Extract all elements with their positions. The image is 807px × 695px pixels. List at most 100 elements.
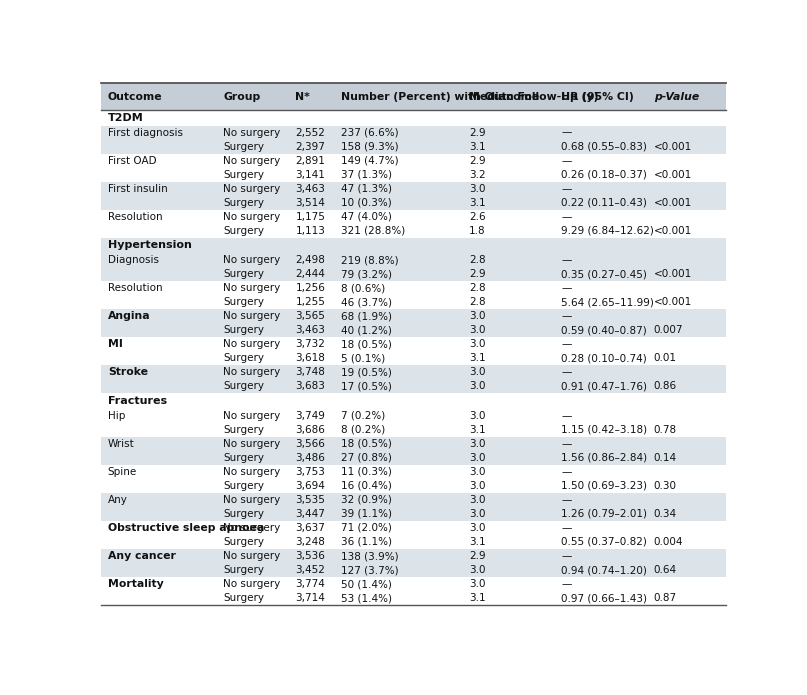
Text: Surgery: Surgery <box>224 537 265 547</box>
Text: 0.55 (0.37–0.82): 0.55 (0.37–0.82) <box>561 537 647 547</box>
Text: 7 (0.2%): 7 (0.2%) <box>341 411 385 420</box>
Text: No surgery: No surgery <box>224 156 281 165</box>
Text: 18 (0.5%): 18 (0.5%) <box>341 439 392 449</box>
Text: 3.1: 3.1 <box>469 142 486 152</box>
Text: 2.9: 2.9 <box>469 128 486 138</box>
Text: 1.50 (0.69–3.23): 1.50 (0.69–3.23) <box>561 481 647 491</box>
Text: No surgery: No surgery <box>224 183 281 194</box>
Text: —: — <box>561 255 571 265</box>
Bar <box>101 465 726 479</box>
Text: 3.0: 3.0 <box>469 311 486 321</box>
Text: 3.0: 3.0 <box>469 565 486 575</box>
Text: Wrist: Wrist <box>108 439 135 449</box>
Text: Surgery: Surgery <box>224 198 265 208</box>
Bar <box>101 549 726 563</box>
Text: 0.01: 0.01 <box>654 353 677 363</box>
Bar <box>101 379 726 393</box>
Text: 5.64 (2.65–11.99): 5.64 (2.65–11.99) <box>561 297 654 307</box>
Text: 5 (0.1%): 5 (0.1%) <box>341 353 385 363</box>
Text: 3,749: 3,749 <box>295 411 325 420</box>
Text: 3,637: 3,637 <box>295 523 325 533</box>
Text: 3,141: 3,141 <box>295 170 325 180</box>
Text: Fractures: Fractures <box>108 396 167 406</box>
Text: 0.26 (0.18–0.37): 0.26 (0.18–0.37) <box>561 170 647 180</box>
Bar <box>101 366 726 379</box>
Text: 3.0: 3.0 <box>469 411 486 420</box>
Text: 3.1: 3.1 <box>469 425 486 434</box>
Text: First insulin: First insulin <box>108 183 168 194</box>
Text: Mortality: Mortality <box>108 579 164 589</box>
Bar <box>101 423 726 436</box>
Text: 27 (0.8%): 27 (0.8%) <box>341 452 392 463</box>
Text: No surgery: No surgery <box>224 439 281 449</box>
Text: 1,113: 1,113 <box>295 226 325 236</box>
Text: 3,514: 3,514 <box>295 198 325 208</box>
Bar <box>101 577 726 591</box>
Text: No surgery: No surgery <box>224 311 281 321</box>
Text: 2.9: 2.9 <box>469 269 486 279</box>
Text: 0.007: 0.007 <box>654 325 684 335</box>
Bar <box>101 563 726 577</box>
Text: No surgery: No surgery <box>224 212 281 222</box>
Text: 3.0: 3.0 <box>469 368 486 377</box>
Text: No surgery: No surgery <box>224 579 281 589</box>
Text: Resolution: Resolution <box>108 212 162 222</box>
Text: Angina: Angina <box>108 311 150 321</box>
Text: 0.28 (0.10–0.74): 0.28 (0.10–0.74) <box>561 353 647 363</box>
Text: Surgery: Surgery <box>224 170 265 180</box>
Text: Surgery: Surgery <box>224 382 265 391</box>
Text: 3,565: 3,565 <box>295 311 325 321</box>
Text: <0.001: <0.001 <box>654 198 692 208</box>
Bar <box>101 521 726 535</box>
Text: 2.8: 2.8 <box>469 255 486 265</box>
Text: Number (Percent) with Outcome: Number (Percent) with Outcome <box>341 92 539 102</box>
Text: —: — <box>561 183 571 194</box>
Bar <box>101 238 726 253</box>
Text: 3,248: 3,248 <box>295 537 325 547</box>
Bar <box>101 181 726 196</box>
Text: 16 (0.4%): 16 (0.4%) <box>341 481 392 491</box>
Text: —: — <box>561 212 571 222</box>
Text: —: — <box>561 495 571 505</box>
Text: 321 (28.8%): 321 (28.8%) <box>341 226 405 236</box>
Bar <box>101 351 726 366</box>
Text: 47 (4.0%): 47 (4.0%) <box>341 212 392 222</box>
Text: —: — <box>561 311 571 321</box>
Text: 1,175: 1,175 <box>295 212 325 222</box>
Text: 37 (1.3%): 37 (1.3%) <box>341 170 392 180</box>
Text: 149 (4.7%): 149 (4.7%) <box>341 156 399 165</box>
Text: 19 (0.5%): 19 (0.5%) <box>341 368 392 377</box>
Text: 3.2: 3.2 <box>469 170 486 180</box>
Text: 3.0: 3.0 <box>469 495 486 505</box>
Text: Surgery: Surgery <box>224 269 265 279</box>
Text: 17 (0.5%): 17 (0.5%) <box>341 382 392 391</box>
Text: 3,463: 3,463 <box>295 183 325 194</box>
Text: 1.26 (0.79–2.01): 1.26 (0.79–2.01) <box>561 509 647 519</box>
Text: <0.001: <0.001 <box>654 226 692 236</box>
Text: Obstructive sleep apnoea: Obstructive sleep apnoea <box>108 523 264 533</box>
Text: 158 (9.3%): 158 (9.3%) <box>341 142 399 152</box>
Text: No surgery: No surgery <box>224 523 281 533</box>
Text: Outcome: Outcome <box>108 92 162 102</box>
Text: 3.0: 3.0 <box>469 523 486 533</box>
Text: 2,891: 2,891 <box>295 156 325 165</box>
Text: Resolution: Resolution <box>108 283 162 293</box>
Bar <box>101 309 726 323</box>
Bar <box>101 393 726 409</box>
Text: Any cancer: Any cancer <box>108 551 176 561</box>
Text: Surgery: Surgery <box>224 325 265 335</box>
Text: Stroke: Stroke <box>108 368 148 377</box>
Text: <0.001: <0.001 <box>654 170 692 180</box>
Text: 3,774: 3,774 <box>295 579 325 589</box>
Text: 68 (1.9%): 68 (1.9%) <box>341 311 392 321</box>
Text: <0.001: <0.001 <box>654 269 692 279</box>
Text: T2DM: T2DM <box>108 113 144 123</box>
Text: 3.1: 3.1 <box>469 593 486 603</box>
Text: 0.35 (0.27–0.45): 0.35 (0.27–0.45) <box>561 269 647 279</box>
Bar <box>101 323 726 337</box>
Bar <box>101 535 726 549</box>
Text: 47 (1.3%): 47 (1.3%) <box>341 183 392 194</box>
Text: Group: Group <box>224 92 261 102</box>
Text: 3.0: 3.0 <box>469 183 486 194</box>
Text: 46 (3.7%): 46 (3.7%) <box>341 297 392 307</box>
